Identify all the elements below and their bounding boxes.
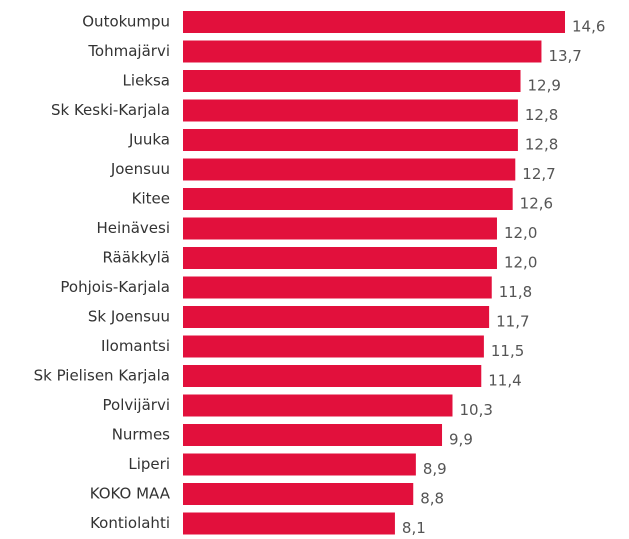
category-label: Lieksa [123,72,170,90]
value-label: 8,8 [420,490,444,508]
value-label: 11,8 [499,283,532,301]
bar [183,306,490,328]
category-label: KOKO MAA [90,485,171,503]
category-label: Sk Joensuu [88,308,170,326]
bar [183,129,518,151]
value-label: 12,0 [504,254,537,272]
category-label: Ilomantsi [101,337,170,355]
value-label: 8,1 [402,519,426,537]
category-label: Kitee [132,190,170,208]
bar [183,424,443,446]
value-label: 10,3 [459,401,492,419]
category-label: Sk Keski-Karjala [51,101,170,119]
category-label: Sk Pielisen Karjala [34,367,170,385]
value-label: 12,0 [504,224,537,242]
value-label: 12,6 [520,195,553,213]
bar [183,217,497,240]
value-label: 11,4 [488,372,521,390]
bar [183,335,484,358]
category-label: Kontiolahti [90,514,170,532]
bar [183,365,482,387]
value-label: 12,8 [525,106,558,124]
bar [183,40,542,63]
category-label: Pohjois-Karjala [60,278,170,296]
value-label: 12,9 [528,77,561,95]
category-label: Liperi [128,455,170,473]
bar [183,512,395,535]
value-label: 11,5 [491,342,524,360]
category-label: Nurmes [112,426,170,444]
value-label: 12,7 [522,165,555,183]
value-label: 13,7 [548,47,581,65]
category-label: Polvijärvi [103,396,170,414]
bar [183,453,416,476]
value-label: 8,9 [423,460,447,478]
bar [183,70,521,92]
bar [183,483,414,505]
category-label: Outokumpu [82,13,170,31]
value-label: 14,6 [572,18,605,36]
category-label: Rääkkylä [102,249,170,267]
value-label: 12,8 [525,136,558,154]
value-label: 9,9 [449,431,473,449]
bar [183,394,453,417]
bar [183,158,516,181]
bar [183,276,492,299]
bar [183,188,513,210]
bar [183,247,497,269]
category-label: Heinävesi [97,219,170,237]
bar [183,99,518,122]
bar [183,11,565,33]
value-label: 11,7 [496,313,529,331]
category-label: Juuka [128,131,170,149]
category-label: Joensuu [110,160,170,178]
category-label: Tohmajärvi [87,42,170,60]
